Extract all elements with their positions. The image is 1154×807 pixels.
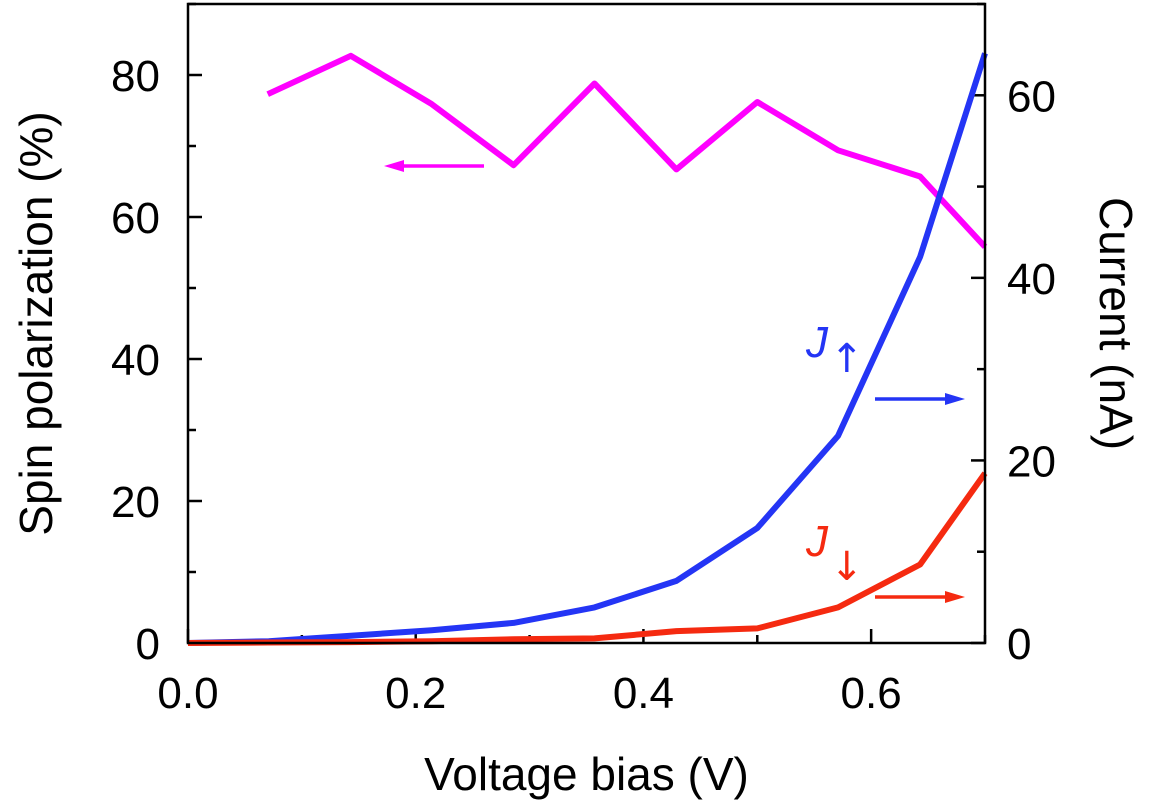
y-left-tick-label: 40 xyxy=(111,336,160,385)
x-tick-label: 0.0 xyxy=(157,669,218,718)
annotations: J ↑J↓ xyxy=(384,160,965,603)
x-tick-label: 0.2 xyxy=(385,669,446,718)
y-right-tick-label: 40 xyxy=(1007,255,1056,304)
x-axis-label: Voltage bias (V) xyxy=(424,748,749,800)
right-axis-arrow-up xyxy=(875,393,965,405)
right-axis-arrow-down xyxy=(875,591,965,603)
series-label-j-up: J xyxy=(805,318,829,367)
y-axis-label-left: Spin polarization (%) xyxy=(10,111,62,535)
y-left-tick-label: 0 xyxy=(136,620,160,669)
x-tick-label: 0.4 xyxy=(613,669,674,718)
data-lines xyxy=(187,52,988,646)
y-left-tick-label: 60 xyxy=(111,194,160,243)
series-line-2 xyxy=(187,471,988,646)
series-label-j-up-subscript: ↑ xyxy=(830,336,864,382)
y-right-tick-label: 0 xyxy=(1007,620,1031,669)
axis-ticks xyxy=(186,2,987,645)
series-line-1 xyxy=(187,52,988,646)
y-left-tick-label: 80 xyxy=(111,52,160,101)
y-right-tick-label: 20 xyxy=(1007,437,1056,486)
plot-frame xyxy=(186,2,987,645)
y-right-tick-label: 60 xyxy=(1007,72,1056,121)
tick-labels: 0.0 0.2 0.4 0.6 0 20 40 60 80 0 20 40 60 xyxy=(111,52,1056,718)
left-axis-arrow xyxy=(384,160,484,172)
series-line-0 xyxy=(266,52,988,249)
y-left-tick-label: 20 xyxy=(111,478,160,527)
series-label-j-down-subscript: ↓ xyxy=(830,544,864,590)
y-axis-label-right: Current (nA) xyxy=(1090,197,1142,450)
series-label-j-down: J xyxy=(805,517,829,566)
x-tick-label: 0.6 xyxy=(841,669,902,718)
